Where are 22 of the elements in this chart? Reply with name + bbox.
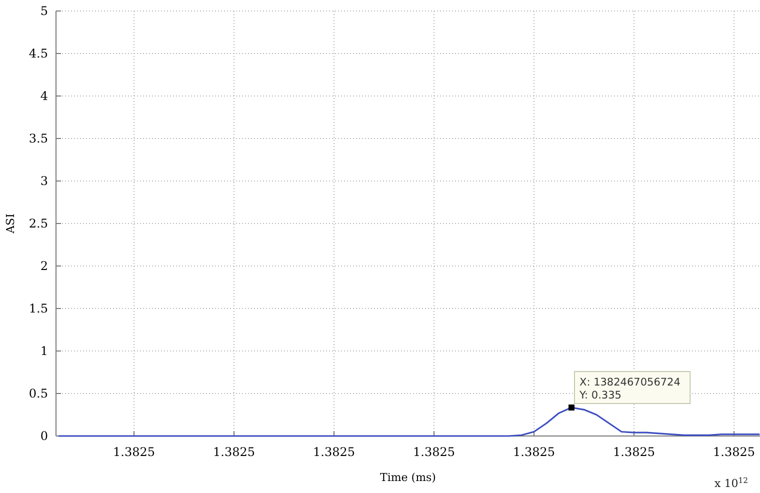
- x-tick-label: 1.3825: [713, 445, 755, 459]
- y-tick-label: 3.5: [28, 132, 48, 146]
- x-tick-label: 1.3825: [613, 445, 655, 459]
- y-axis-title: ASI: [4, 214, 17, 234]
- y-tick-label: 3: [40, 174, 48, 188]
- y-tick-label: 2.5: [28, 216, 48, 231]
- x-tick-label: 1.3825: [513, 445, 555, 459]
- y-tick-label: 1: [40, 344, 48, 358]
- text: x 10$^{12}$: [714, 476, 748, 490]
- x-tick-label: 1.3825: [313, 445, 355, 459]
- y-tick-label: 1.5: [28, 302, 48, 316]
- y-tick-label: 5: [40, 4, 48, 18]
- y-tick-label: 0: [40, 429, 48, 444]
- x-axis-title: Time (ms): [380, 471, 436, 484]
- y-tick-label: 2: [40, 259, 48, 274]
- annotation: X: 1382467056724 Y: 0.335: [578, 376, 681, 402]
- y-tick-label: 4.5: [28, 46, 48, 61]
- y-tick-label: 0.5: [28, 386, 48, 401]
- x-tick-label: 1.3825: [213, 445, 255, 459]
- y-tick-label: 4: [40, 89, 48, 104]
- x-tick-label: 1.3825: [113, 445, 155, 459]
- x-tick-label: 1.3825: [413, 445, 455, 459]
